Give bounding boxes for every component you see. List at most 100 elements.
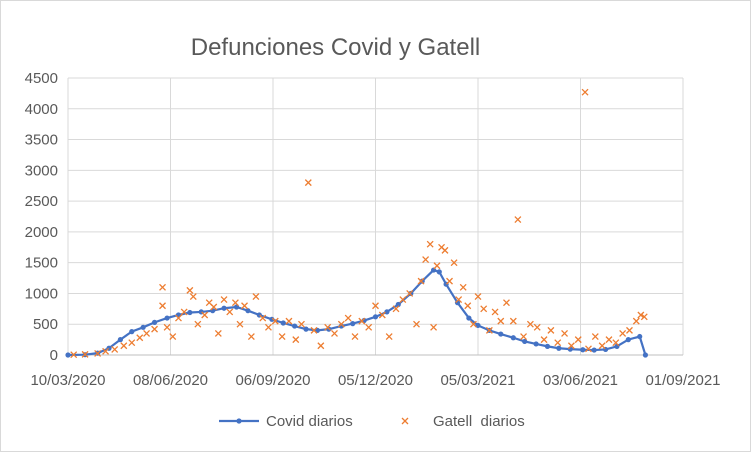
data-point-gatell-diarios xyxy=(163,323,171,331)
data-point-gatell-diarios xyxy=(151,325,159,333)
data-point-covid-diarios xyxy=(637,333,643,340)
data-point-covid-diarios xyxy=(466,315,472,321)
data-point-gatell-diarios xyxy=(372,302,379,310)
data-point-gatell-diarios xyxy=(143,329,151,337)
data-point-gatell-diarios xyxy=(399,296,407,304)
data-point-gatell-diarios xyxy=(102,347,110,355)
data-point-gatell-diarios xyxy=(220,296,228,304)
x-tick-label: 05/03/2021 xyxy=(440,372,515,389)
data-point-gatell-diarios xyxy=(231,299,239,307)
data-point-gatell-diarios xyxy=(226,308,234,316)
data-point-covid-diarios xyxy=(642,352,649,358)
data-point-gatell-diarios xyxy=(433,262,441,270)
data-point-gatell-diarios xyxy=(136,334,144,342)
data-point-gatell-diarios xyxy=(509,317,517,325)
legend-marker-covid-diarios xyxy=(236,418,242,424)
data-point-gatell-diarios xyxy=(497,317,505,325)
data-point-gatell-diarios xyxy=(413,320,420,328)
data-point-gatell-diarios xyxy=(561,329,569,337)
data-point-gatell-diarios xyxy=(351,333,359,340)
data-point-gatell-diarios xyxy=(310,326,318,334)
data-point-gatell-diarios xyxy=(292,336,300,344)
data-point-gatell-diarios xyxy=(317,342,325,350)
data-point-gatell-diarios xyxy=(385,333,393,340)
data-point-gatell-diarios xyxy=(264,323,272,331)
data-point-gatell-diarios xyxy=(214,329,222,337)
y-tick-label: 2500 xyxy=(25,193,58,210)
data-point-covid-diarios xyxy=(187,309,193,316)
data-point-gatell-diarios xyxy=(547,326,555,334)
data-point-gatell-diarios xyxy=(406,289,414,297)
data-point-gatell-diarios xyxy=(175,314,182,322)
data-point-covid-diarios xyxy=(556,345,562,351)
data-point-gatell-diarios xyxy=(241,302,248,310)
data-point-gatell-diarios xyxy=(469,320,477,328)
data-point-gatell-diarios xyxy=(271,317,279,325)
data-point-gatell-diarios xyxy=(298,320,305,328)
data-point-gatell-diarios xyxy=(186,286,194,294)
data-point-gatell-diarios xyxy=(455,296,463,304)
y-tick-label: 1500 xyxy=(25,255,58,272)
y-tick-label: 1000 xyxy=(25,285,58,302)
data-point-gatell-diarios xyxy=(450,259,458,267)
data-point-gatell-diarios xyxy=(180,308,188,316)
data-point-gatell-diarios xyxy=(278,333,286,340)
data-point-covid-diarios xyxy=(117,337,123,343)
data-point-covid-diarios xyxy=(580,347,586,353)
y-tick-label: 3000 xyxy=(25,162,58,179)
data-point-gatell-diarios xyxy=(598,342,606,350)
data-point-gatell-diarios xyxy=(574,336,582,344)
x-tick-label: 08/06/2020 xyxy=(133,372,208,389)
data-point-gatell-diarios xyxy=(491,308,499,316)
data-point-gatell-diarios xyxy=(474,293,482,300)
data-point-covid-diarios xyxy=(151,319,158,325)
data-point-gatell-diarios xyxy=(392,305,400,313)
chart-title: Defunciones Covid y Gatell xyxy=(190,34,481,61)
data-point-gatell-diarios xyxy=(159,283,166,291)
data-point-gatell-diarios xyxy=(533,323,541,331)
data-point-gatell-diarios xyxy=(585,345,592,353)
data-point-gatell-diarios xyxy=(81,350,89,358)
x-tick-label: 01/09/2021 xyxy=(645,372,720,389)
data-point-covid-diarios xyxy=(245,308,251,314)
data-point-covid-diarios xyxy=(221,305,227,311)
data-point-gatell-diarios xyxy=(331,329,338,337)
data-point-gatell-diarios xyxy=(128,339,136,347)
x-tick-label: 06/09/2020 xyxy=(235,372,310,389)
legend-label-covid-diarios: Covid diarios xyxy=(266,413,353,430)
data-point-covid-diarios xyxy=(544,343,551,349)
y-tick-label: 2000 xyxy=(25,224,58,241)
data-point-gatell-diarios xyxy=(632,317,640,325)
data-point-covid-diarios xyxy=(522,338,528,345)
data-point-gatell-diarios xyxy=(514,216,522,224)
data-point-gatell-diarios xyxy=(626,326,633,334)
data-point-gatell-diarios xyxy=(70,351,78,359)
data-point-gatell-diarios xyxy=(612,339,620,347)
legend-swatch-gatell-diarios xyxy=(401,417,409,425)
data-point-gatell-diarios xyxy=(426,240,434,248)
data-point-gatell-diarios xyxy=(324,323,332,331)
data-point-gatell-diarios xyxy=(640,313,648,321)
data-point-gatell-diarios xyxy=(189,293,197,300)
data-point-gatell-diarios xyxy=(637,311,645,319)
data-point-gatell-diarios xyxy=(365,323,373,331)
data-point-covid-diarios xyxy=(164,315,170,321)
data-point-gatell-diarios xyxy=(480,305,488,313)
data-point-gatell-diarios xyxy=(441,246,449,254)
data-point-gatell-diarios xyxy=(236,320,244,328)
legend-label-gatell-diarios: Gatell diarios xyxy=(433,413,525,430)
data-point-gatell-diarios xyxy=(210,303,218,311)
data-point-covid-diarios xyxy=(303,326,309,332)
data-point-covid-diarios xyxy=(419,278,425,284)
data-point-gatell-diarios xyxy=(358,317,366,325)
data-point-gatell-diarios xyxy=(337,320,345,328)
data-point-gatell-diarios xyxy=(252,293,260,300)
data-point-gatell-diarios xyxy=(520,333,528,340)
data-point-gatell-diarios xyxy=(378,311,386,319)
data-point-gatell-diarios xyxy=(304,179,312,187)
data-point-gatell-diarios xyxy=(459,283,467,291)
data-point-gatell-diarios xyxy=(422,256,430,264)
data-point-gatell-diarios xyxy=(94,350,102,357)
data-point-covid-diarios xyxy=(129,329,135,335)
